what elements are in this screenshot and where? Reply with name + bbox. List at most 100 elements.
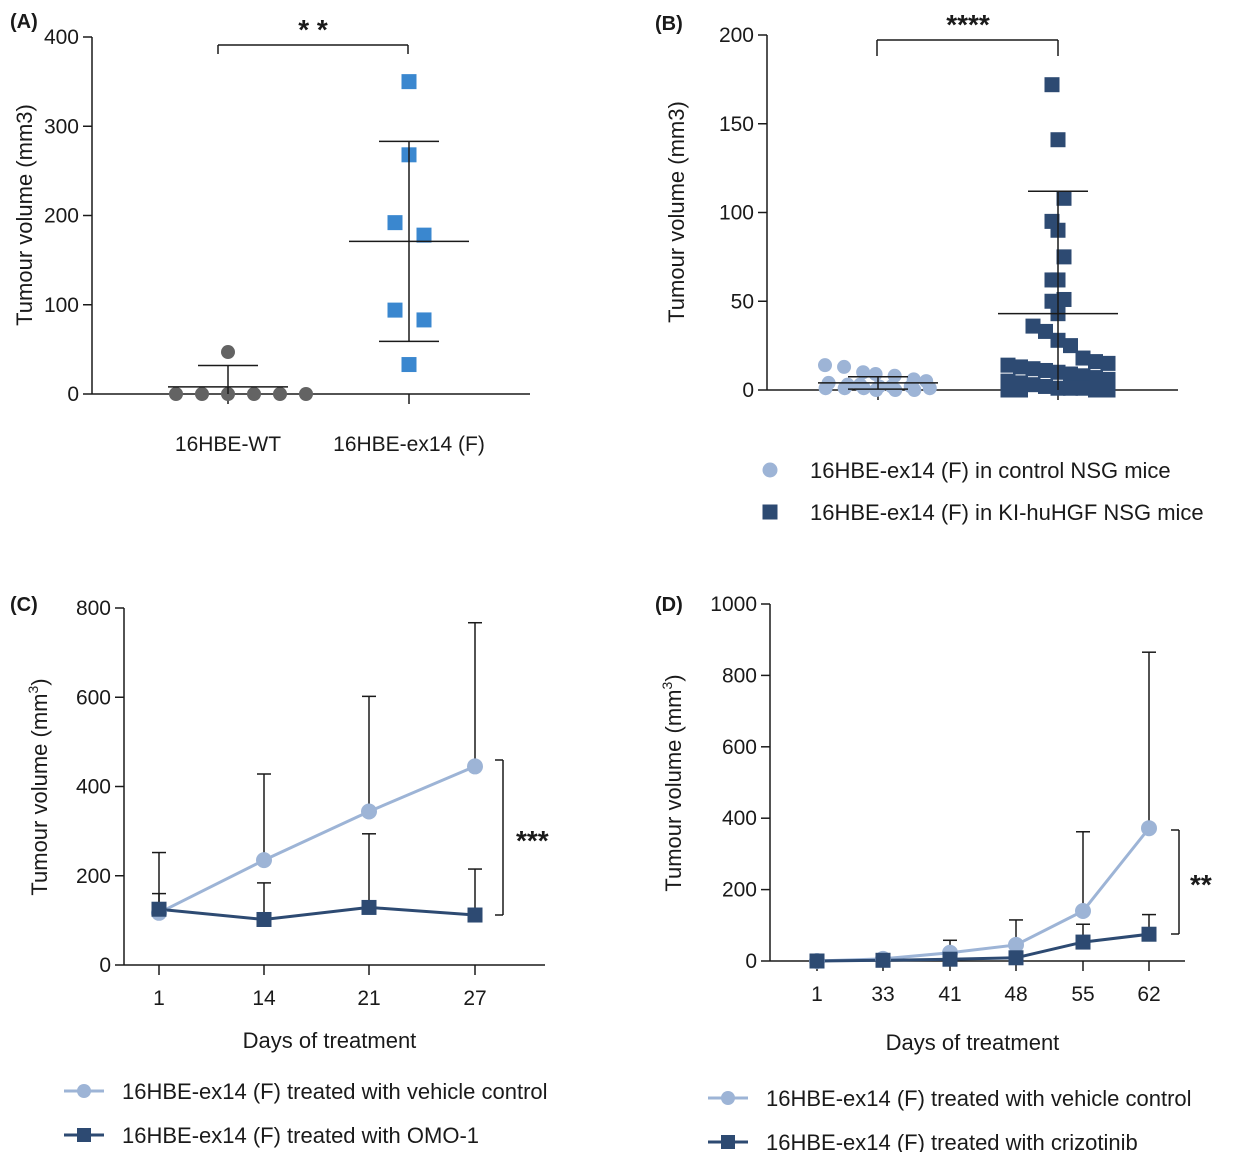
- y-tick-label: 50: [731, 290, 754, 313]
- x-tick-label: 41: [938, 983, 961, 1006]
- data-point-control: [868, 367, 883, 382]
- y-axis-label-main: Tumour volume (mm: [661, 690, 686, 892]
- data-point-ex14: [416, 227, 432, 243]
- data-point-wt: [221, 345, 235, 360]
- x-tick-label: 48: [1004, 983, 1027, 1006]
- data-point-ki-hugf: [1038, 362, 1053, 378]
- y-tick-label: 0: [67, 383, 79, 406]
- data-point-treated: [809, 953, 825, 969]
- data-point-treated: [875, 952, 891, 968]
- data-point-vehicle: [1075, 903, 1091, 920]
- y-axis-label-superscript: 3: [659, 682, 675, 690]
- data-point-ki-hugf: [1000, 382, 1016, 398]
- x-tick-label: 55: [1071, 983, 1094, 1006]
- legend-label-ki-hugf: 16HBE-ex14 (F) in KI-huHGF NSG mice: [810, 500, 1204, 525]
- data-point-wt: [169, 387, 183, 401]
- data-point-wt: [299, 387, 313, 401]
- data-point-treated: [942, 951, 958, 967]
- data-point-ki-hugf: [1063, 338, 1078, 354]
- x-tick-label: 33: [871, 983, 894, 1006]
- y-axis-label: Tumour volume (mm3): [12, 104, 37, 326]
- legend-marker-treated: [721, 1135, 735, 1149]
- y-tick-label: 600: [722, 736, 757, 759]
- x-tick-label: 1: [153, 987, 165, 1010]
- data-point-ki-hugf: [1056, 291, 1072, 307]
- y-tick-label: 100: [719, 202, 754, 225]
- data-point-control: [818, 358, 832, 373]
- y-tick-label: 800: [76, 597, 111, 620]
- y-tick-label: 600: [76, 686, 111, 709]
- data-point-ki-hugf: [1013, 359, 1028, 375]
- y-axis-label-superscript: 3: [25, 686, 41, 694]
- data-point-ki-hugf: [1044, 293, 1060, 309]
- data-point-vehicle: [1008, 936, 1024, 953]
- x-tick-label: 21: [357, 987, 380, 1010]
- legend-marker-control: [762, 462, 778, 478]
- data-point-ex14: [387, 302, 403, 318]
- data-point-wt: [273, 387, 287, 401]
- significance-label: ***: [516, 825, 549, 856]
- data-point-ki-hugf: [1044, 77, 1060, 93]
- x-axis-label: Days of treatment: [243, 1028, 417, 1053]
- data-point-ki-hugf: [1063, 366, 1078, 382]
- data-point-treated: [256, 911, 272, 927]
- data-point-vehicle: [361, 803, 377, 820]
- y-tick-label: 300: [44, 115, 79, 138]
- y-tick-label: 400: [76, 776, 111, 799]
- y-tick-label: 1000: [710, 593, 757, 616]
- data-point-ki-hugf: [1075, 368, 1091, 384]
- significance-label: * *: [298, 14, 328, 45]
- data-point-ex14: [387, 215, 403, 231]
- y-tick-label: 0: [99, 954, 111, 977]
- data-point-wt: [247, 387, 261, 401]
- legend-marker-vehicle: [77, 1084, 91, 1098]
- data-point-ki-hugf: [1038, 323, 1053, 339]
- data-point-ki-hugf: [1088, 382, 1103, 398]
- y-axis-label-main: Tumour volume (mm: [27, 694, 52, 896]
- data-point-control: [837, 359, 852, 374]
- legend-label-treated: 16HBE-ex14 (F) treated with crizotinib: [766, 1130, 1138, 1152]
- series-line-vehicle: [158, 765, 476, 915]
- data-point-control: [856, 381, 871, 396]
- x-tick-label: 27: [463, 987, 486, 1010]
- x-axis-label: Days of treatment: [886, 1030, 1060, 1055]
- y-axis-label: Tumour volume (mm3): [664, 101, 689, 323]
- data-point-ki-hugf: [1056, 190, 1072, 206]
- x-tick-label: 1: [811, 983, 823, 1006]
- data-point-ki-hugf: [1075, 350, 1091, 366]
- data-point-ki-hugf: [1000, 357, 1016, 373]
- panel-label-b: (B): [655, 13, 683, 35]
- y-tick-label: 400: [722, 807, 757, 830]
- panel-label-(C): (C): [10, 594, 38, 616]
- legend-label-vehicle: 16HBE-ex14 (F) treated with vehicle cont…: [766, 1086, 1192, 1111]
- y-tick-label: 0: [742, 379, 754, 402]
- data-point-wt: [195, 387, 209, 401]
- y-tick-label: 100: [44, 294, 79, 317]
- series-line-treated: [158, 905, 476, 921]
- data-point-ki-hugf: [1038, 378, 1053, 394]
- legend-marker-treated: [77, 1128, 91, 1142]
- legend-label-treated: 16HBE-ex14 (F) treated with OMO-1: [122, 1123, 479, 1148]
- x-category-label: 16HBE-ex14 (F): [333, 433, 485, 456]
- data-point-ex14: [401, 357, 417, 373]
- y-axis-label: Tumour volume (mm3): [659, 674, 686, 891]
- data-point-ki-hugf: [1025, 318, 1041, 334]
- data-point-control: [907, 383, 922, 397]
- y-tick-label: 150: [719, 113, 754, 136]
- data-point-control: [869, 383, 884, 397]
- x-category-label: 16HBE-WT: [175, 433, 281, 456]
- data-point-ki-hugf: [1013, 382, 1028, 398]
- y-tick-label: 800: [722, 664, 757, 687]
- data-point-ki-hugf: [1088, 370, 1103, 386]
- data-point-control: [837, 381, 852, 396]
- y-axis-label: Tumour volume (mm3): [25, 678, 52, 895]
- y-axis-label-end: ): [661, 674, 686, 681]
- data-point-ki-hugf: [1088, 354, 1103, 370]
- data-point-ki-hugf: [1025, 361, 1041, 377]
- y-tick-label: 400: [44, 26, 79, 49]
- data-point-treated: [1008, 950, 1024, 966]
- data-point-treated: [151, 901, 167, 917]
- data-point-control: [818, 381, 833, 396]
- y-tick-label: 200: [722, 879, 757, 902]
